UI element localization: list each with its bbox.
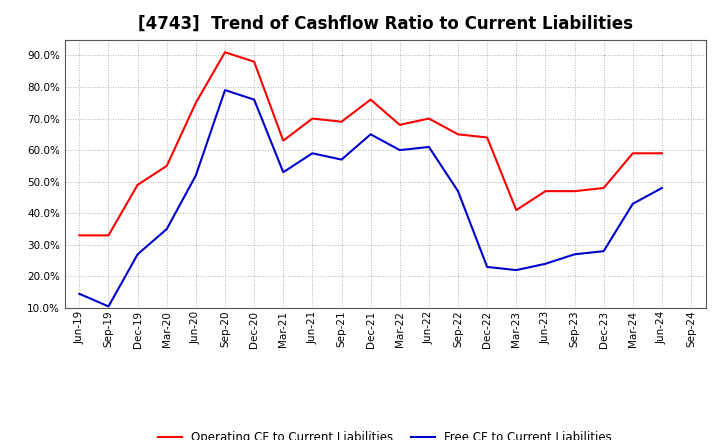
Operating CF to Current Liabilities <box>629 150 637 156</box>
Operating CF to Current Liabilities <box>541 188 550 194</box>
Operating CF to Current Liabilities <box>657 150 666 156</box>
Free CF to Current Liabilities <box>366 132 375 137</box>
Free CF to Current Liabilities <box>337 157 346 162</box>
Free CF to Current Liabilities <box>425 144 433 150</box>
Free CF to Current Liabilities <box>250 97 258 102</box>
Free CF to Current Liabilities <box>279 169 287 175</box>
Operating CF to Current Liabilities <box>425 116 433 121</box>
Free CF to Current Liabilities <box>75 291 84 297</box>
Free CF to Current Liabilities <box>657 185 666 191</box>
Free CF to Current Liabilities <box>629 201 637 206</box>
Free CF to Current Liabilities <box>454 188 462 194</box>
Operating CF to Current Liabilities <box>250 59 258 64</box>
Legend: Operating CF to Current Liabilities, Free CF to Current Liabilities: Operating CF to Current Liabilities, Fre… <box>153 427 617 440</box>
Free CF to Current Liabilities <box>512 268 521 273</box>
Free CF to Current Liabilities <box>570 252 579 257</box>
Free CF to Current Liabilities <box>133 252 142 257</box>
Operating CF to Current Liabilities <box>337 119 346 125</box>
Operating CF to Current Liabilities <box>454 132 462 137</box>
Free CF to Current Liabilities <box>599 249 608 254</box>
Free CF to Current Liabilities <box>483 264 492 270</box>
Operating CF to Current Liabilities <box>366 97 375 102</box>
Operating CF to Current Liabilities <box>570 188 579 194</box>
Operating CF to Current Liabilities <box>279 138 287 143</box>
Free CF to Current Liabilities <box>163 227 171 232</box>
Operating CF to Current Liabilities <box>599 185 608 191</box>
Free CF to Current Liabilities <box>192 173 200 178</box>
Operating CF to Current Liabilities <box>104 233 113 238</box>
Line: Free CF to Current Liabilities: Free CF to Current Liabilities <box>79 90 662 306</box>
Operating CF to Current Liabilities <box>512 208 521 213</box>
Operating CF to Current Liabilities <box>308 116 317 121</box>
Free CF to Current Liabilities <box>308 150 317 156</box>
Operating CF to Current Liabilities <box>163 163 171 169</box>
Operating CF to Current Liabilities <box>75 233 84 238</box>
Operating CF to Current Liabilities <box>395 122 404 128</box>
Operating CF to Current Liabilities <box>220 50 229 55</box>
Free CF to Current Liabilities <box>541 261 550 267</box>
Operating CF to Current Liabilities <box>133 182 142 187</box>
Free CF to Current Liabilities <box>395 147 404 153</box>
Title: [4743]  Trend of Cashflow Ratio to Current Liabilities: [4743] Trend of Cashflow Ratio to Curren… <box>138 15 633 33</box>
Line: Operating CF to Current Liabilities: Operating CF to Current Liabilities <box>79 52 662 235</box>
Operating CF to Current Liabilities <box>483 135 492 140</box>
Free CF to Current Liabilities <box>220 88 229 93</box>
Operating CF to Current Liabilities <box>192 100 200 106</box>
Free CF to Current Liabilities <box>104 304 113 309</box>
